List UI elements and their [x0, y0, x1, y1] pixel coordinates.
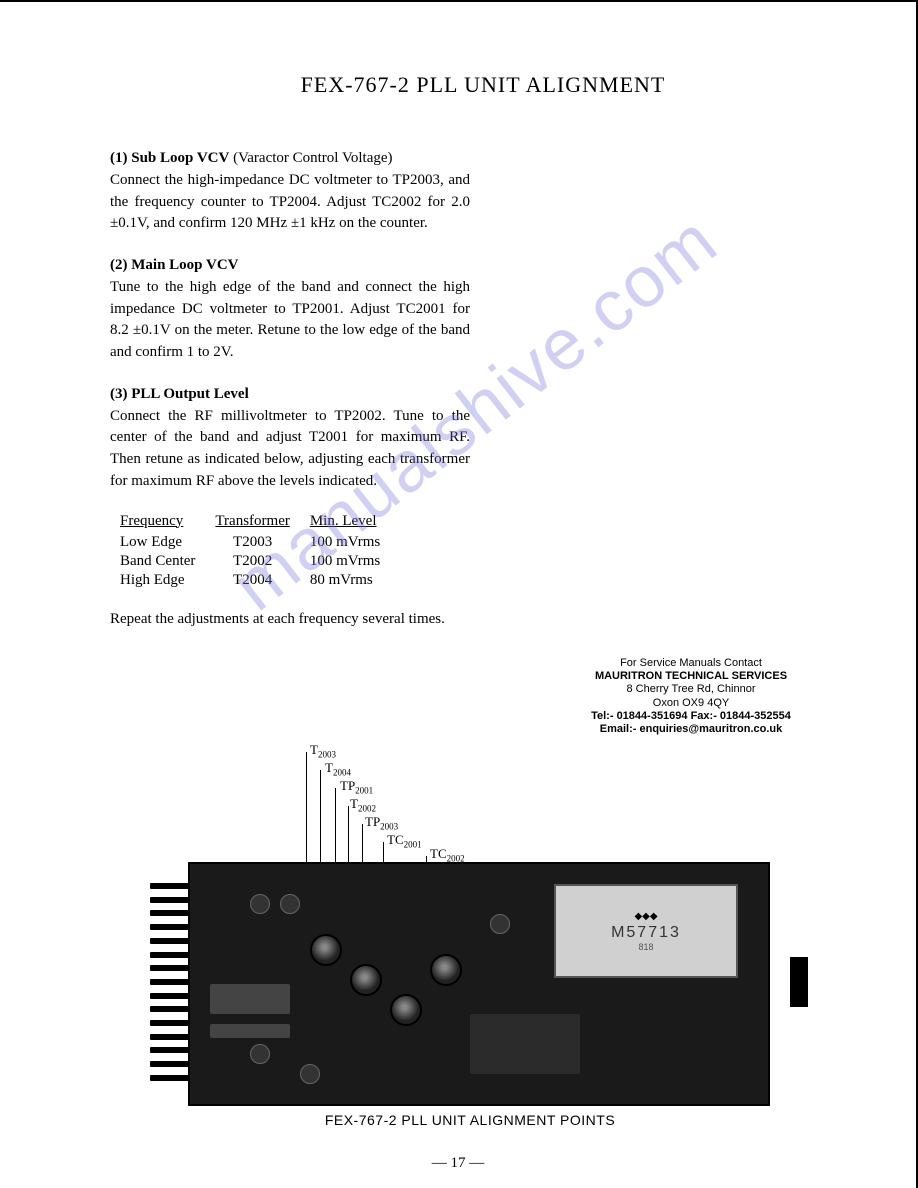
- trimmer-icon: [310, 934, 342, 966]
- cell: T2003: [215, 534, 309, 553]
- label-t2004: T2004: [325, 760, 351, 778]
- component-icon: [490, 914, 510, 934]
- page-title: FEX-767-2 PLL UNIT ALIGNMENT: [110, 72, 856, 98]
- module-sub: 818: [638, 942, 653, 952]
- section-2-head: (2) Main Loop VCV: [110, 257, 238, 273]
- component-icon: [250, 894, 270, 914]
- section-1-head: (1) Sub Loop VCV: [110, 150, 229, 166]
- table-row: Band Center T2002 100 mVrms: [120, 553, 400, 572]
- component-icon: [210, 1024, 290, 1038]
- cell: 80 mVrms: [310, 572, 400, 591]
- contact-block: For Service Manuals Contact MAURITRON TE…: [576, 657, 806, 736]
- module-part: M57713: [611, 924, 681, 942]
- trimmer-icon: [390, 994, 422, 1026]
- label-tc2001: TC2001: [387, 832, 422, 850]
- mitsubishi-logo-icon: ◆◆◆: [634, 911, 657, 922]
- section-2: (2) Main Loop VCV Tune to the high edge …: [110, 255, 470, 364]
- section-3-head: (3) PLL Output Level: [110, 386, 249, 402]
- trimmer-icon: [430, 954, 462, 986]
- contact-line: For Service Manuals Contact MAURITRON TE…: [576, 657, 806, 683]
- section-3-body: Connect the RF millivoltmeter to TP2002.…: [110, 408, 470, 489]
- contact-line: Tel:- 01844-351694 Fax:- 01844-352554: [576, 710, 806, 723]
- th-frequency: Frequency: [120, 513, 215, 534]
- text-column: (1) Sub Loop VCV (Varactor Control Volta…: [110, 148, 470, 630]
- contact-line: 8 Cherry Tree Rd, Chinnor: [576, 683, 806, 696]
- cell: T2004: [215, 572, 309, 591]
- contact-line: Email:- enquiries@mauritron.co.uk: [576, 723, 806, 736]
- cell: 100 mVrms: [310, 553, 400, 572]
- label-t2002: T2002: [350, 796, 376, 814]
- section-3: (3) PLL Output Level Connect the RF mill…: [110, 384, 470, 493]
- label-t2003: T2003: [310, 742, 336, 760]
- level-table: Frequency Transformer Min. Level Low Edg…: [120, 513, 400, 591]
- rf-module: ◆◆◆ M57713 818: [554, 884, 738, 978]
- cell: High Edge: [120, 572, 215, 591]
- figure-caption: FEX-767-2 PLL UNIT ALIGNMENT POINTS: [150, 1112, 790, 1128]
- component-icon: [300, 1064, 320, 1084]
- label-tc2002: TC2002: [430, 846, 465, 864]
- section-1: (1) Sub Loop VCV (Varactor Control Volta…: [110, 148, 470, 235]
- th-transformer: Transformer: [215, 513, 309, 534]
- connector-icon: [790, 957, 808, 1007]
- heatsink-icon: [150, 882, 190, 1082]
- label-tp2003: TP2003: [365, 814, 398, 832]
- table-row: High Edge T2004 80 mVrms: [120, 572, 400, 591]
- table-header-row: Frequency Transformer Min. Level: [120, 513, 400, 534]
- component-icon: [250, 1044, 270, 1064]
- label-tp2001: TP2001: [340, 778, 373, 796]
- component-icon: [210, 984, 290, 1014]
- cell: Low Edge: [120, 534, 215, 553]
- table-row: Low Edge T2003 100 mVrms: [120, 534, 400, 553]
- diagram: T2003 T2004 TP2001 T2002 TP2003 TC2001 T…: [150, 742, 790, 1128]
- cell: T2002: [215, 553, 309, 572]
- section-1-sub: (Varactor Control Voltage): [229, 150, 392, 166]
- page: manualshive.com FEX-767-2 PLL UNIT ALIGN…: [0, 0, 918, 1188]
- cell: Band Center: [120, 553, 215, 572]
- page-number: — 17 —: [0, 1155, 916, 1172]
- contact-line: Oxon OX9 4QY: [576, 697, 806, 710]
- callout-labels: T2003 T2004 TP2001 T2002 TP2003 TC2001 T…: [150, 742, 790, 862]
- trimmer-icon: [350, 964, 382, 996]
- component-icon: [280, 894, 300, 914]
- section-1-body: Connect the high-impedance DC voltmeter …: [110, 172, 470, 232]
- pcb-board: ◆◆◆ M57713 818: [188, 862, 770, 1106]
- th-minlevel: Min. Level: [310, 513, 400, 534]
- repeat-note: Repeat the adjustments at each frequency…: [110, 609, 470, 631]
- pcb-illustration: ◆◆◆ M57713 818: [150, 862, 790, 1102]
- component-icon: [470, 1014, 580, 1074]
- section-2-body: Tune to the high edge of the band and co…: [110, 279, 470, 360]
- cell: 100 mVrms: [310, 534, 400, 553]
